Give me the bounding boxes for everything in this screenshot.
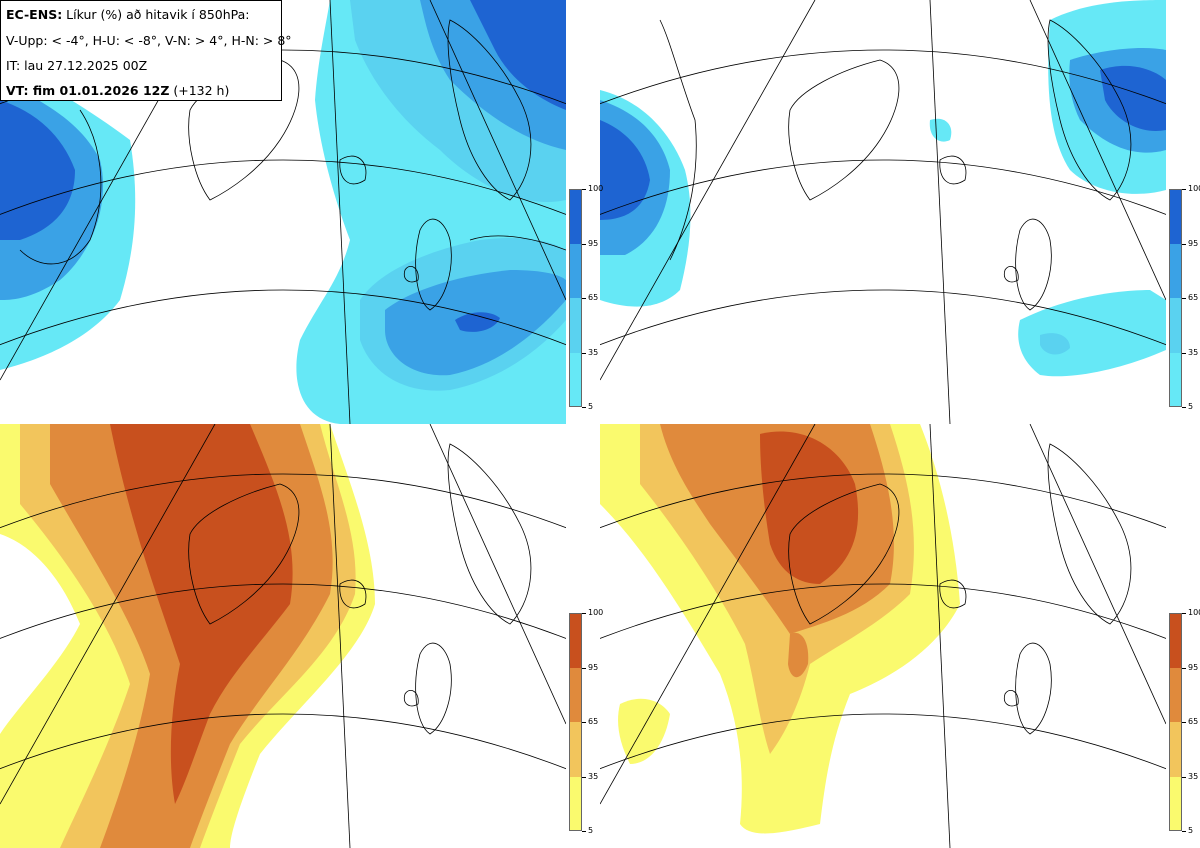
graticule xyxy=(600,0,1166,424)
map-h-n xyxy=(600,424,1166,848)
colorbar-segment xyxy=(1169,613,1182,668)
colorbar-tick xyxy=(1182,831,1186,832)
colorbar-segment xyxy=(569,613,582,668)
colorbar-tick xyxy=(582,243,586,245)
colorbar-tick-label: 100 xyxy=(1188,608,1200,617)
colorbar-tick-label: 95 xyxy=(1188,662,1199,672)
map-v-n xyxy=(0,424,566,848)
colorbar-tick-label: 100 xyxy=(1188,184,1200,193)
colorbar-tick xyxy=(582,298,586,299)
colorbar-segment xyxy=(569,722,582,777)
legend-init-time: IT: lau 27.12.2025 00Z xyxy=(6,58,148,73)
colorbar-segment xyxy=(1169,352,1182,407)
colorbar-segment xyxy=(569,298,582,353)
colorbar-frame xyxy=(569,613,582,831)
coastlines xyxy=(188,443,532,735)
colorbar-tick xyxy=(582,776,586,778)
colorbar-tick xyxy=(1182,407,1186,408)
colorbar-tick xyxy=(582,352,586,354)
colorbar-tick-label: 35 xyxy=(1188,771,1199,781)
colorbar-tick xyxy=(1182,722,1186,723)
colorbar-tick-label: 5 xyxy=(588,826,594,835)
colorbar-tick xyxy=(1182,243,1186,245)
colorbar-tick xyxy=(582,407,586,408)
colorbar-tick-label: 5 xyxy=(1188,826,1194,835)
colorbar-tick-label: 35 xyxy=(588,771,599,781)
colorbar-tick-label: 35 xyxy=(588,347,599,357)
colorbar-tick-label: 5 xyxy=(588,402,594,411)
legend-title: EC-ENS: Líkur (%) að hitavik í 850hPa: xyxy=(6,7,250,22)
colorbar-segment xyxy=(569,352,582,407)
colorbar-tick xyxy=(582,613,586,614)
colorbar-v-n: 100 95 65 35 5 xyxy=(569,609,615,835)
map-v-upp xyxy=(0,0,566,424)
map-h-u xyxy=(600,0,1166,424)
colorbar-tick-label: 65 xyxy=(1188,717,1199,726)
probability-field xyxy=(0,424,375,848)
colorbar-tick xyxy=(582,831,586,832)
map-panel-h-u xyxy=(600,0,1166,424)
colorbar-segment xyxy=(569,243,582,298)
coastlines xyxy=(659,19,1132,311)
probability-field xyxy=(600,424,960,834)
coastlines xyxy=(788,443,1132,735)
colorbar-segment xyxy=(1169,189,1182,244)
colorbar-frame xyxy=(1169,613,1182,831)
map-panel-v-upp xyxy=(0,0,566,424)
colorbar-tick xyxy=(1182,613,1186,614)
colorbar-tick-label: 95 xyxy=(1188,238,1199,248)
colorbar-h-u: 100 95 65 35 5 xyxy=(1169,185,1200,411)
colorbar-segment xyxy=(569,189,582,244)
colorbar-segment xyxy=(1169,776,1182,831)
colorbar-tick-label: 5 xyxy=(1188,402,1194,411)
colorbar-frame xyxy=(569,189,582,407)
colorbar-v-upp: 100 95 65 35 5 xyxy=(569,185,615,411)
colorbar-tick xyxy=(582,722,586,723)
colorbar-tick-label: 100 xyxy=(588,608,604,617)
colorbar-tick xyxy=(1182,667,1186,669)
colorbar-tick-label: 65 xyxy=(588,717,599,726)
colorbar-h-n: 100 95 65 35 5 xyxy=(1169,609,1200,835)
graticule xyxy=(0,424,566,848)
colorbar-segment xyxy=(1169,243,1182,298)
colorbar-tick-label: 35 xyxy=(1188,347,1199,357)
colorbar-segment xyxy=(1169,298,1182,353)
probability-field xyxy=(600,0,1166,377)
colorbar-tick-label: 95 xyxy=(588,238,599,248)
colorbar-segment xyxy=(569,667,582,722)
probability-field xyxy=(0,0,566,424)
colorbar-tick xyxy=(1182,298,1186,299)
colorbar-tick xyxy=(582,667,586,669)
colorbar-tick xyxy=(582,189,586,190)
colorbar-tick xyxy=(1182,189,1186,190)
colorbar-segment xyxy=(569,776,582,831)
colorbar-frame xyxy=(1169,189,1182,407)
map-panel-h-n xyxy=(600,424,1166,848)
colorbar-segment xyxy=(1169,722,1182,777)
colorbar-segment xyxy=(1169,667,1182,722)
colorbar-tick xyxy=(1182,352,1186,354)
legend-thresholds: V-Upp: < -4°, H-U: < -8°, V-N: > 4°, H-N… xyxy=(6,33,292,48)
map-panel-v-n xyxy=(0,424,566,848)
legend-box: EC-ENS: Líkur (%) að hitavik í 850hPa: V… xyxy=(0,0,292,101)
colorbar-tick-label: 95 xyxy=(588,662,599,672)
colorbar-tick xyxy=(1182,776,1186,778)
legend-valid-time: VT: fim 01.01.2026 12Z (+132 h) xyxy=(6,83,230,98)
colorbar-tick-label: 65 xyxy=(588,293,599,302)
graticule xyxy=(600,424,1166,848)
colorbar-tick-label: 65 xyxy=(1188,293,1199,302)
colorbar-tick-label: 100 xyxy=(588,184,604,193)
